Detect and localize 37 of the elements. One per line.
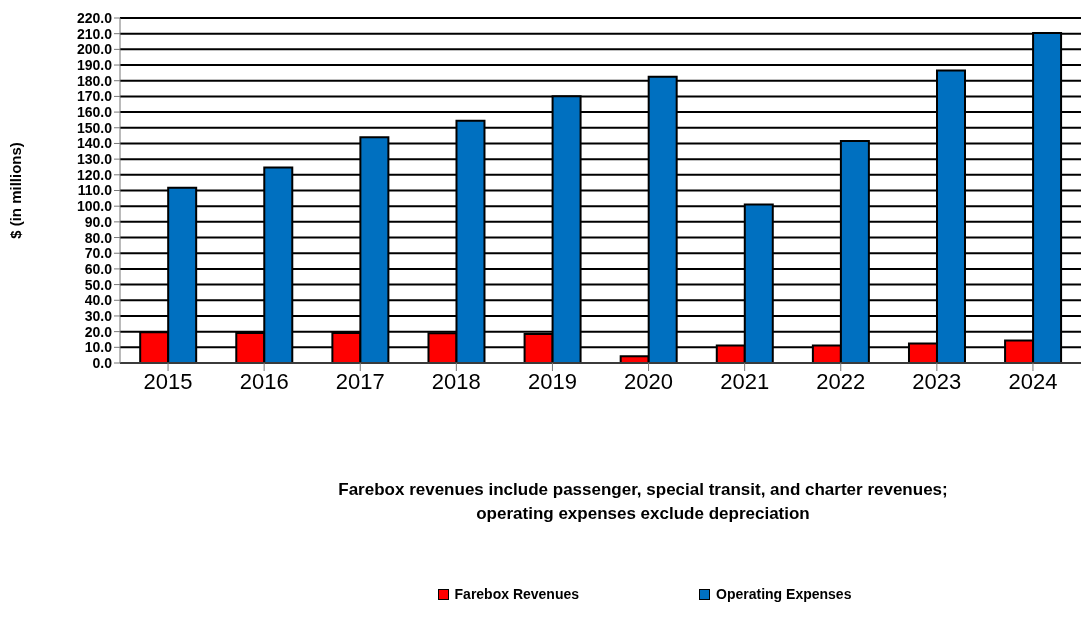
- y-tick-label: 80.0: [84, 229, 113, 246]
- y-tick-label: 130.0: [76, 151, 113, 168]
- y-tick-label: 140.0: [76, 135, 113, 152]
- x-tick-label: 2022: [816, 368, 866, 394]
- y-tick-label: 120.0: [76, 166, 113, 183]
- x-tick-label: 2024: [1008, 368, 1058, 394]
- y-tick-label: 200.0: [76, 41, 113, 58]
- text: Farebox revenues include passenger, special transit, and charter revenues; operating expenses exclude depreciation: [337, 479, 949, 525]
- x-tick-label: 2019: [527, 368, 577, 394]
- y-tick-label: 10.0: [84, 339, 113, 356]
- y-tick-label: 160.0: [76, 104, 113, 121]
- y-tick-label: 110.0: [77, 182, 113, 199]
- y-tick-label: 20.0: [84, 323, 113, 340]
- y-tick-label: 0.0: [92, 354, 113, 371]
- y-axis-title: $ (in millions): [7, 142, 25, 239]
- y-tick-label: 50.0: [84, 276, 113, 293]
- x-tick-label: 2016: [239, 368, 289, 394]
- y-tick-label: 170.0: [76, 88, 113, 105]
- x-tick-label: 2023: [912, 368, 962, 394]
- y-tick-label: 60.0: [84, 260, 113, 277]
- x-tick-label: 2015: [143, 368, 193, 394]
- y-tick-label: 100.0: [76, 198, 113, 215]
- y-tick-label: 30.0: [84, 307, 113, 324]
- y-tick-label: 220.0: [76, 9, 113, 26]
- x-tick-label: 2021: [720, 368, 770, 394]
- y-tick-label: 180.0: [76, 72, 113, 89]
- x-tick-label: 2020: [624, 368, 674, 394]
- y-tick-label: 70.0: [84, 245, 113, 262]
- x-tick-label: 2018: [431, 368, 481, 394]
- legend-label: Farebox Revenues: [454, 586, 580, 602]
- y-tick-label: 40.0: [84, 292, 113, 309]
- y-tick-label: 150.0: [76, 119, 113, 136]
- y-tick-label: 90.0: [84, 213, 113, 230]
- legend-label: Operating Expenses: [716, 586, 852, 602]
- y-tick-label: 210.0: [76, 25, 113, 42]
- x-tick-label: 2017: [335, 368, 385, 394]
- y-tick-label: 190.0: [76, 57, 113, 74]
